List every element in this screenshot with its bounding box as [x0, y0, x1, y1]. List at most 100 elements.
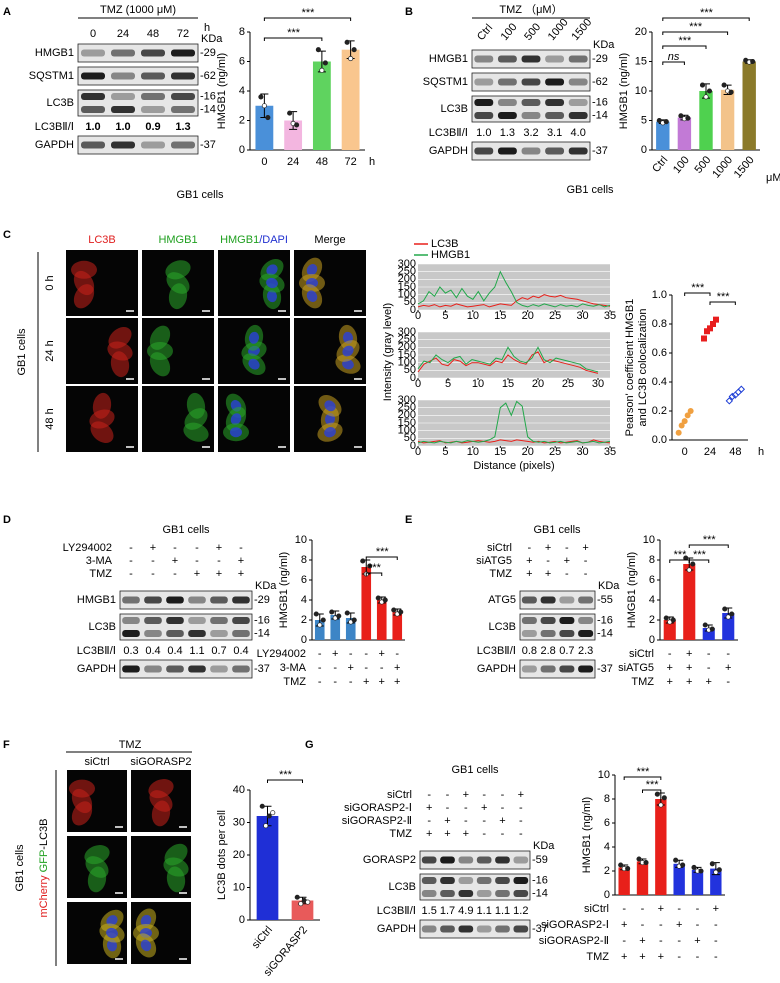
blot-band: [521, 147, 541, 155]
row-name: GAPDH: [377, 923, 416, 935]
x-tick-label: 48: [316, 156, 328, 168]
bar: [656, 121, 670, 150]
replicate-point: [663, 615, 669, 621]
panel-letter: D: [3, 514, 11, 526]
blot-band: [81, 72, 105, 80]
kda-label: KDa: [255, 580, 277, 592]
replicate-point: [294, 894, 300, 900]
condition-sign: +: [667, 676, 673, 688]
y-tick-label: 0: [641, 144, 647, 156]
blot-band: [421, 877, 437, 884]
blot-caption: GB1 cells: [533, 524, 581, 536]
condition-sign: -: [173, 542, 177, 554]
replicate-point: [317, 622, 323, 628]
blot-band: [171, 49, 195, 57]
blot-band: [141, 141, 165, 149]
x-tick-label: 20: [522, 310, 534, 322]
bar: [683, 564, 696, 640]
ratio: 1.2: [513, 905, 528, 917]
condition-sign: +: [363, 676, 369, 688]
blot-strip: [419, 850, 531, 870]
significance-bracket: [684, 292, 711, 296]
mw-marker: -14: [200, 103, 216, 115]
blot-band: [81, 106, 105, 113]
row-name: LC3BⅡ/Ⅰ: [35, 121, 74, 133]
condition-sign: -: [349, 648, 353, 660]
blot-band: [111, 49, 135, 57]
condition-sign: -: [726, 676, 730, 688]
y-tick-label: 6: [239, 55, 245, 67]
blot-strip: [77, 66, 199, 86]
y-tick-label: 200: [398, 409, 416, 421]
mw-marker: -16: [254, 614, 270, 626]
ratio: 1.5: [422, 905, 437, 917]
blot-band: [497, 112, 517, 119]
cell: [151, 800, 171, 827]
y-tick-label: 0: [239, 914, 245, 926]
significance-bracket: [623, 776, 662, 780]
significance: ***: [287, 27, 301, 39]
condition-name: siGORASP2-Ⅰ: [344, 802, 412, 814]
treatment-label: TMZ: [119, 739, 142, 751]
blot-band: [141, 93, 165, 100]
condition-sign: -: [173, 568, 177, 580]
column-label: siCtrl: [84, 756, 109, 768]
replicate-point: [259, 803, 265, 809]
replicate-point: [625, 866, 631, 872]
y-tick-label: 150: [398, 417, 416, 429]
blot-band: [81, 93, 105, 100]
replicate-point: [685, 115, 691, 121]
significance-bracket: [263, 37, 323, 41]
replicate-point: [344, 610, 350, 616]
profile-line: [417, 294, 611, 308]
x-tick-label: 10: [467, 446, 479, 458]
panel-letter: G: [305, 739, 314, 751]
significance: ns: [668, 51, 680, 63]
blot-band: [521, 55, 541, 63]
condition-name: siCtrl: [584, 903, 609, 915]
kda-label: KDa: [201, 33, 223, 45]
significance: ***: [689, 21, 703, 33]
condition-sign: +: [444, 828, 450, 840]
significance-bracket: [688, 544, 729, 548]
bar: [341, 49, 360, 151]
y-tick-label: 8: [239, 26, 245, 38]
condition-sign: +: [332, 648, 338, 660]
lane-label: 72: [177, 28, 189, 40]
blot-band: [545, 55, 565, 63]
blot-band: [545, 78, 565, 86]
row-label: 24 h: [44, 340, 56, 361]
blot-caption: GB1 cells: [162, 524, 210, 536]
condition-sign: -: [129, 555, 133, 567]
panel-letter: A: [3, 6, 11, 18]
condition-name: LY294002: [63, 542, 112, 554]
condition-sign: -: [464, 815, 468, 827]
mw-marker: -55: [597, 594, 613, 606]
significance: ***: [368, 562, 382, 574]
cell: [148, 779, 174, 799]
y-tick-label: 40: [233, 784, 245, 796]
replicate-point: [398, 609, 404, 615]
replicate-point: [322, 60, 328, 66]
significance: ***: [716, 291, 730, 303]
blot-band: [171, 106, 195, 113]
blot-band: [81, 49, 105, 57]
condition-sign: -: [519, 828, 523, 840]
x-tick-label: 5: [445, 378, 451, 390]
replicate-point: [305, 899, 311, 905]
kda-label: KDa: [598, 580, 620, 592]
condition-sign: -: [707, 662, 711, 674]
replicate-point: [691, 864, 697, 870]
blot-band: [497, 99, 517, 106]
condition-sign: +: [444, 815, 450, 827]
legend-label: HMGB1: [431, 249, 470, 261]
ratio: 1.0: [85, 121, 100, 133]
replicate-point: [360, 558, 366, 564]
cell: [92, 392, 112, 419]
condition-sign: +: [694, 935, 700, 947]
bar: [312, 61, 331, 150]
blot-band: [568, 99, 588, 106]
mw-marker: -16: [200, 90, 216, 102]
condition-sign: -: [482, 828, 486, 840]
